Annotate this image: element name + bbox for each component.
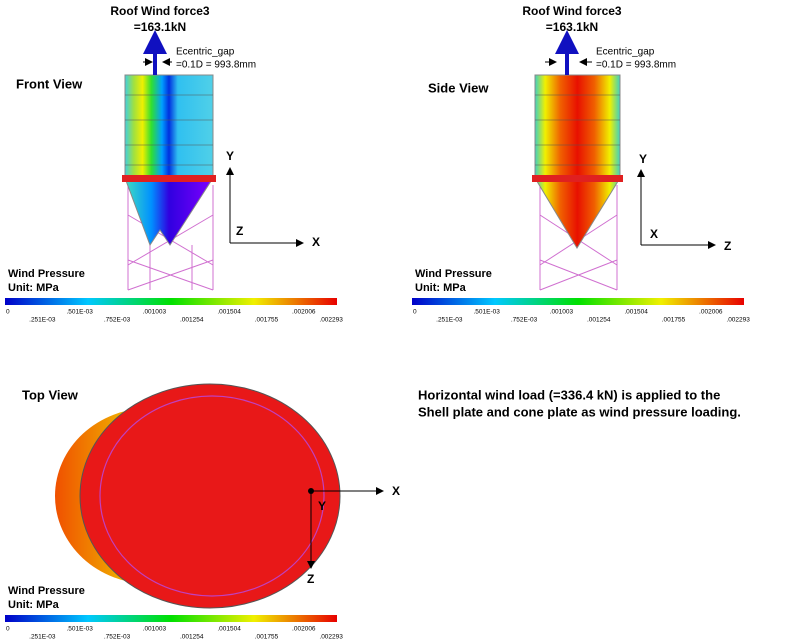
colorbar xyxy=(412,298,744,305)
shell xyxy=(534,74,621,179)
colorbar-label: .001254 xyxy=(587,317,611,324)
colorbar-label: .001504 xyxy=(217,309,241,316)
force-name: Roof Wind force3 xyxy=(110,4,210,18)
front-view: Front View Roof Wind force3 =163.1kN Ece… xyxy=(16,4,320,291)
axis-label: Y xyxy=(639,152,647,166)
legend-title: Wind Pressure xyxy=(8,268,85,280)
legend-unit: Unit: MPa xyxy=(415,282,467,294)
colorbar-label: 0 xyxy=(413,309,417,316)
view-title: Side View xyxy=(428,80,489,95)
colorbar-label: .002293 xyxy=(319,634,343,639)
colorbar-label: .002293 xyxy=(726,317,750,324)
axis-label: Z xyxy=(724,239,731,253)
legend-title: Wind Pressure xyxy=(8,585,85,597)
colorbar-label: .001003 xyxy=(550,309,574,316)
axis-label: X xyxy=(312,235,320,249)
colorbar-label: .002293 xyxy=(319,317,343,324)
force-value: =163.1kN xyxy=(546,20,598,34)
legend-unit: Unit: MPa xyxy=(8,282,60,294)
colorbar-label: .001504 xyxy=(624,309,648,316)
colorbar-label: .002006 xyxy=(292,626,316,633)
view-title: Front View xyxy=(16,76,83,91)
colorbar-label: .752E-03 xyxy=(104,317,131,324)
shell xyxy=(124,74,214,179)
colorbar-label: .001755 xyxy=(255,317,279,324)
colorbar-label: 0 xyxy=(6,626,10,633)
legend-title: Wind Pressure xyxy=(415,268,492,280)
colorbar xyxy=(5,298,337,305)
force-value: =163.1kN xyxy=(134,20,186,34)
ring xyxy=(532,175,623,182)
axis-label: Y xyxy=(226,149,234,163)
axis-label: Z xyxy=(307,572,314,586)
colorbar-label: .001254 xyxy=(180,634,204,639)
axis-label: X xyxy=(650,227,658,241)
colorbar-label: .501E-03 xyxy=(67,626,94,633)
top-view: Top View X Y Z xyxy=(22,383,400,609)
colorbar-label: .752E-03 xyxy=(511,317,538,324)
legend-unit: Unit: MPa xyxy=(8,599,60,611)
force-name: Roof Wind force3 xyxy=(522,4,622,18)
colorbar-label: .001003 xyxy=(143,309,167,316)
colorbar-label: .251E-03 xyxy=(29,317,56,324)
colorbar-label: .002006 xyxy=(699,309,723,316)
cone xyxy=(534,177,621,249)
colorbar-label: 0 xyxy=(6,309,10,316)
colorbar-label: .501E-03 xyxy=(474,309,501,316)
colorbar-label: .001254 xyxy=(180,317,204,324)
colorbar-label: .001755 xyxy=(255,634,279,639)
cone xyxy=(124,177,214,247)
axis-label: Z xyxy=(236,224,243,238)
note-line: Horizontal wind load (=336.4 kN) is appl… xyxy=(418,387,720,402)
colorbar-label: .002006 xyxy=(292,309,316,316)
gap-name: Ecentric_gap xyxy=(596,47,655,58)
colorbar-label: .001755 xyxy=(662,317,686,324)
ring xyxy=(122,175,216,182)
colorbar-label: .501E-03 xyxy=(67,309,94,316)
colorbar-label: .001504 xyxy=(217,626,241,633)
colorbar xyxy=(5,615,337,622)
colorbar-label: .001003 xyxy=(143,626,167,633)
axis-label: X xyxy=(392,484,400,498)
gap-value: =0.1D = 993.8mm xyxy=(176,60,256,71)
side-view: Side View Roof Wind force3 =163.1kN Ecen… xyxy=(428,4,731,291)
gap-value: =0.1D = 993.8mm xyxy=(596,60,676,71)
plate xyxy=(79,383,341,609)
colorbar-label: .251E-03 xyxy=(29,634,56,639)
colorbar-label: .251E-03 xyxy=(436,317,463,324)
gap-name: Ecentric_gap xyxy=(176,47,235,58)
colorbar-label: .752E-03 xyxy=(104,634,131,639)
axis-label: Y xyxy=(318,499,326,513)
note-line: Shell plate and cone plate as wind press… xyxy=(418,404,741,419)
view-title: Top View xyxy=(22,387,79,402)
